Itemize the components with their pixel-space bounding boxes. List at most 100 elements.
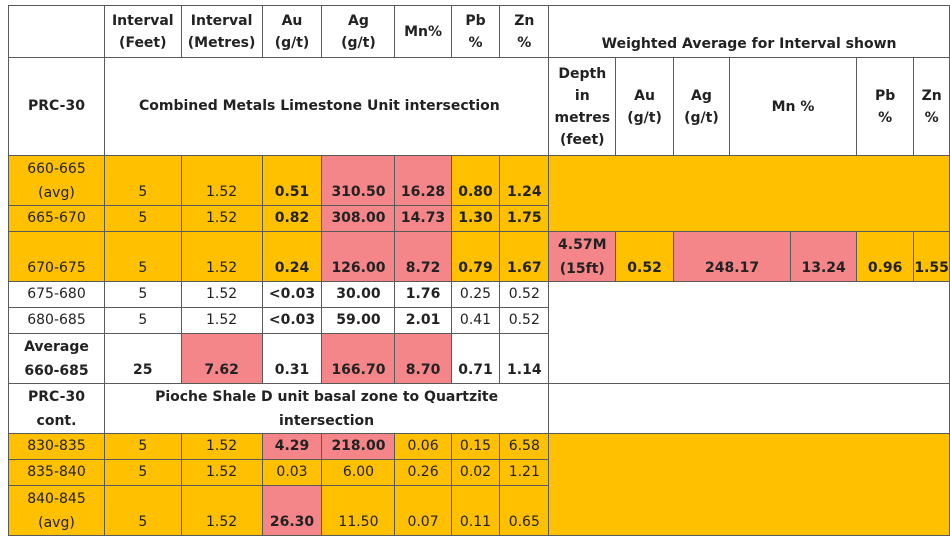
zn-cell: 1.67 xyxy=(499,231,550,282)
pb-cell: 0.02 xyxy=(450,459,501,486)
wa-depth-cell: 4.57M (15ft) xyxy=(548,231,617,282)
mn-cell: 0.26 xyxy=(394,459,452,486)
pb-cell: 0.79 xyxy=(450,231,501,282)
table-row: 840-845 (avg) 5 1.52 26.30 11.50 0.07 0.1… xyxy=(8,485,950,536)
interval-cell: 675-680 xyxy=(8,281,105,308)
table-row: 675-680 5 1.52 <0.03 30.00 1.76 0.25 0.5… xyxy=(8,281,950,384)
mn-cell: 0.07 xyxy=(394,485,452,536)
mn-cell: 16.28 xyxy=(394,155,452,206)
metres-cell: 1.52 xyxy=(180,433,263,460)
pb-cell: 0.80 xyxy=(450,155,501,206)
ag-cell: 11.50 xyxy=(321,485,396,536)
au-cell: 26.30 xyxy=(261,485,323,536)
avg-mn-cell: 8.70 xyxy=(394,333,452,384)
interval-cell: 665-670 xyxy=(8,205,105,232)
avg-au-cell: 0.31 xyxy=(261,333,323,384)
interval-cell: 670-675 xyxy=(8,231,105,282)
ag-cell: 59.00 xyxy=(321,307,396,334)
ag-cell: 30.00 xyxy=(321,281,396,308)
weighted-blank-white xyxy=(548,281,950,384)
zn-cell: 1.75 xyxy=(499,205,550,232)
metres-cell: 1.52 xyxy=(180,459,263,486)
table-row: 670-675 5 1.52 0.24 126.00 8.72 0.79 1.6… xyxy=(8,231,950,282)
au-cell: 0.51 xyxy=(261,155,323,206)
pb-cell: 0.25 xyxy=(450,281,501,308)
section2-title: Pioche Shale D unit basal zone to Quartz… xyxy=(103,383,550,434)
feet-cell: 5 xyxy=(103,205,182,232)
section1-hole-id: PRC-30 xyxy=(8,57,105,156)
au-cell: 4.29 xyxy=(261,433,323,460)
pb-cell: 0.41 xyxy=(450,307,501,334)
table-row: 835-840 5 1.52 0.03 6.00 0.26 0.02 1.21 xyxy=(8,459,950,486)
wa-header-zn: Zn% xyxy=(913,57,950,156)
avg-zn-cell: 1.14 xyxy=(499,333,550,384)
weighted-average-title: Weighted Average for Interval shown xyxy=(548,5,950,58)
ag-cell: 6.00 xyxy=(321,459,396,486)
mn-cell: 14.73 xyxy=(394,205,452,232)
metres-cell: 1.52 xyxy=(180,485,263,536)
assay-results-table: Interval (Feet) Interval (Metres) Au (g/t) … xyxy=(8,5,950,536)
header-pb: Pb% xyxy=(450,5,501,58)
header-interval-metres: Interval (Metres) xyxy=(180,5,263,58)
feet-cell: 5 xyxy=(103,231,182,282)
header-au: Au (g/t) xyxy=(261,5,323,58)
ag-cell: 308.00 xyxy=(321,205,396,232)
wa-au-cell: 0.52 xyxy=(615,231,674,282)
interval-cell: 660-665 (avg) xyxy=(8,155,105,206)
average-row: Average 660-685 25 7.62 0.31 166.70 8.70 … xyxy=(8,333,950,384)
wa-zn-cell: 1.55 xyxy=(913,231,950,282)
weighted-blank-orange-2 xyxy=(548,433,950,536)
wa-header-pb: Pb% xyxy=(855,57,915,156)
feet-cell: 5 xyxy=(103,459,182,486)
interval-cell: 680-685 xyxy=(8,307,105,334)
section2-hole-id: PRC-30 cont. xyxy=(8,383,105,434)
ag-cell: 310.50 xyxy=(321,155,396,206)
section2-title-row: PRC-30 cont. Pioche Shale D unit basal zo… xyxy=(8,383,950,434)
au-cell: 0.82 xyxy=(261,205,323,232)
wa-header-mn: Mn % xyxy=(729,57,857,156)
au-cell: <0.03 xyxy=(261,281,323,308)
ag-cell: 126.00 xyxy=(321,231,396,282)
zn-cell: 1.24 xyxy=(499,155,550,206)
feet-cell: 5 xyxy=(103,155,182,206)
mn-cell: 8.72 xyxy=(394,231,452,282)
feet-cell: 5 xyxy=(103,433,182,460)
au-cell: 0.24 xyxy=(261,231,323,282)
interval-cell: 835-840 xyxy=(8,459,105,486)
average-label: Average 660-685 xyxy=(8,333,105,384)
wa-header-depth: Depth in metres (feet) xyxy=(548,57,617,156)
wa-mn-cell: 13.24 xyxy=(790,231,857,282)
table-row: 665-670 5 1.52 0.82 308.00 14.73 1.30 1.… xyxy=(8,205,950,232)
au-cell: 0.03 xyxy=(261,459,323,486)
zn-cell: 0.65 xyxy=(499,485,550,536)
weighted-blank-orange xyxy=(548,155,950,232)
zn-cell: 6.58 xyxy=(499,433,550,460)
metres-cell: 1.52 xyxy=(180,205,263,232)
feet-cell: 5 xyxy=(103,307,182,334)
metres-cell: 1.52 xyxy=(180,307,263,334)
interval-cell: 830-835 xyxy=(8,433,105,460)
zn-cell: 0.52 xyxy=(499,307,550,334)
avg-feet-cell: 25 xyxy=(103,333,182,384)
au-cell: <0.03 xyxy=(261,307,323,334)
interval-cell: 840-845 (avg) xyxy=(8,485,105,536)
avg-ag-cell: 166.70 xyxy=(321,333,396,384)
wa-header-ag: Ag (g/t) xyxy=(672,57,731,156)
header-zn: Zn% xyxy=(499,5,550,58)
zn-cell: 1.21 xyxy=(499,459,550,486)
pb-cell: 0.11 xyxy=(450,485,501,536)
pb-cell: 0.15 xyxy=(450,433,501,460)
wa-pb-cell: 0.96 xyxy=(855,231,915,282)
header-blank xyxy=(8,5,105,58)
header-mn: Mn% xyxy=(394,5,452,58)
ag-cell: 218.00 xyxy=(321,433,396,460)
table-row: 830-835 5 1.52 4.29 218.00 0.06 0.15 6.5… xyxy=(8,433,950,536)
wa-ag-cell: 248.17 xyxy=(672,231,792,282)
metres-cell: 1.52 xyxy=(180,281,263,308)
table-row: 660-665 (avg) 5 1.52 0.51 310.50 16.28 0.… xyxy=(8,155,950,232)
feet-cell: 5 xyxy=(103,281,182,308)
header-ag: Ag (g/t) xyxy=(321,5,396,58)
table-header-row: Interval (Feet) Interval (Metres) Au (g/t) … xyxy=(8,5,950,58)
metres-cell: 1.52 xyxy=(180,155,263,206)
mn-cell: 1.76 xyxy=(394,281,452,308)
